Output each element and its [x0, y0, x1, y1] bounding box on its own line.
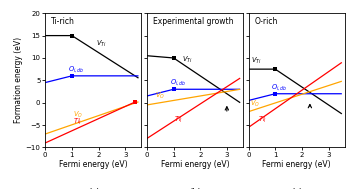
Text: $V_{Ti}$: $V_{Ti}$ — [251, 56, 262, 66]
Text: $V_{Ti}$: $V_{Ti}$ — [182, 54, 192, 65]
Text: $V_O$: $V_O$ — [155, 91, 165, 101]
Text: $Ti_i$: $Ti_i$ — [174, 115, 183, 125]
Text: $O_{i,db}$: $O_{i,db}$ — [271, 81, 288, 91]
X-axis label: Fermi energy (eV): Fermi energy (eV) — [59, 160, 127, 169]
Text: $O_{i,db}$: $O_{i,db}$ — [68, 64, 85, 74]
Text: $V_O$: $V_O$ — [250, 98, 260, 108]
X-axis label: Fermi energy (eV): Fermi energy (eV) — [262, 160, 331, 169]
Text: $V_O$: $V_O$ — [73, 109, 83, 120]
X-axis label: Fermi energy (eV): Fermi energy (eV) — [160, 160, 229, 169]
Text: $Ti_i$: $Ti_i$ — [258, 115, 267, 125]
Text: Ti-rich: Ti-rich — [51, 17, 75, 26]
Y-axis label: Formation energy (eV): Formation energy (eV) — [14, 37, 23, 123]
Text: $O_{i,db}$: $O_{i,db}$ — [169, 77, 186, 87]
Text: (b): (b) — [189, 188, 201, 189]
Text: Experimental growth: Experimental growth — [153, 17, 233, 26]
Text: (a): (a) — [87, 188, 100, 189]
Text: $V_{Ti}$: $V_{Ti}$ — [96, 39, 106, 49]
Text: (c): (c) — [291, 188, 302, 189]
Text: $Ti_i$: $Ti_i$ — [73, 117, 82, 127]
Text: O-rich: O-rich — [254, 17, 278, 26]
